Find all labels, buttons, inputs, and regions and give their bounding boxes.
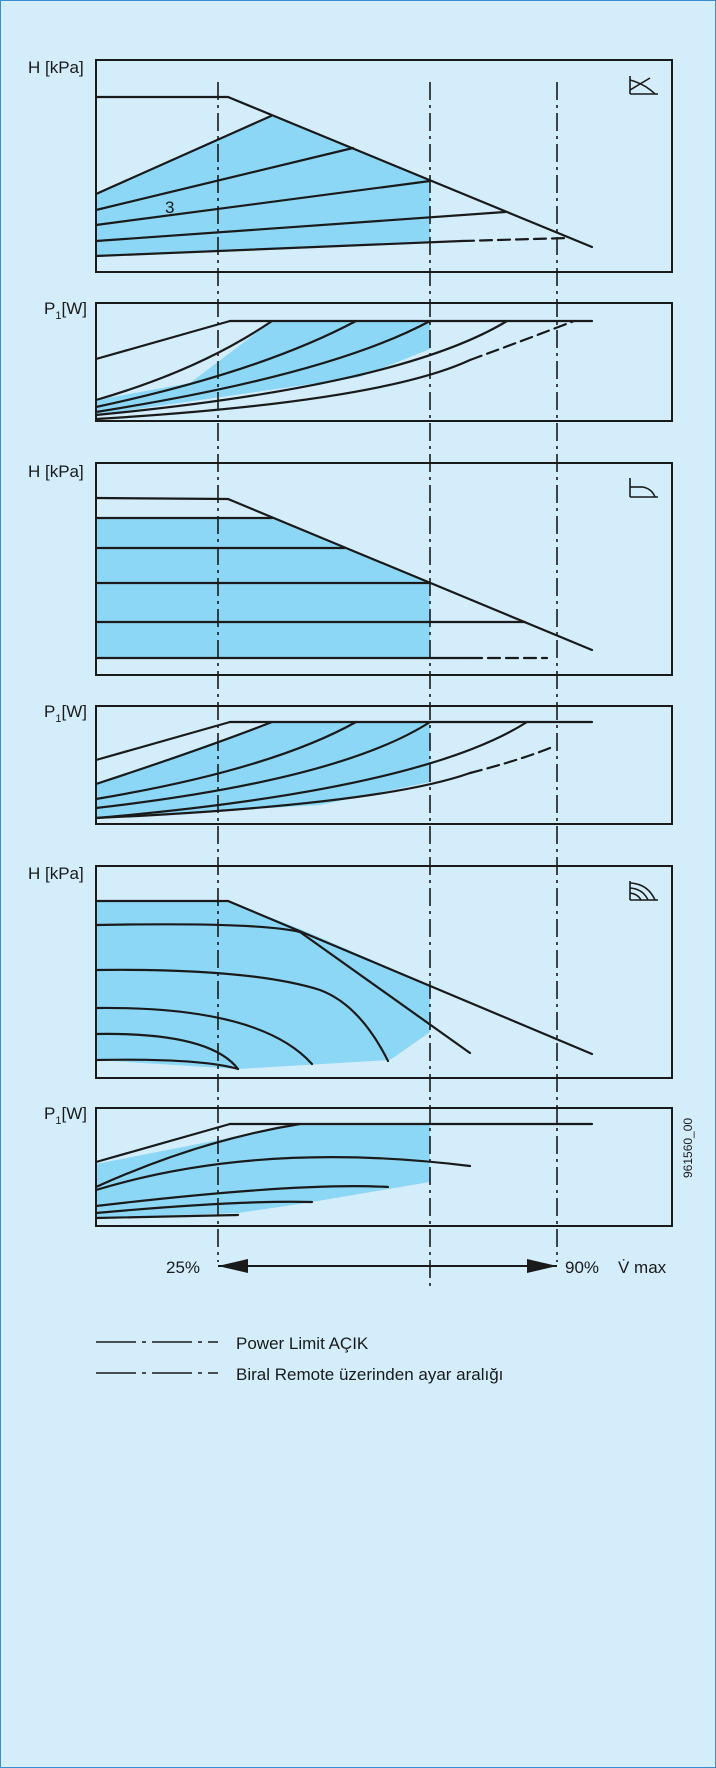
curve [94, 319, 509, 417]
curve [94, 1156, 472, 1192]
curve [94, 210, 507, 243]
legend: Power Limit AÇIK Biral Remote üzerinden … [96, 1334, 503, 1384]
range-start-label: 25% [166, 1258, 200, 1277]
curve [94, 358, 472, 421]
curve [94, 923, 472, 1055]
power-panel-3: P1[W] [44, 1104, 673, 1227]
curve-marker: 3 [165, 198, 174, 217]
curve [94, 114, 273, 196]
curve [94, 720, 529, 820]
curve [94, 319, 274, 402]
range-end-label: 90% [565, 1258, 599, 1277]
curve [94, 1200, 314, 1215]
figure-code: 961560_00 [681, 1118, 695, 1178]
flow-axis-label: V̇ max [618, 1258, 667, 1277]
curve [94, 968, 390, 1063]
y-axis-label: H [kPa] [28, 58, 84, 77]
constant-curve-icon [629, 881, 658, 901]
head-panel-3: H [kPa] [28, 864, 673, 1079]
power-limit-dashed [460, 236, 571, 243]
curve [94, 1185, 390, 1208]
curve [94, 1122, 302, 1189]
curve [94, 720, 274, 786]
curve [94, 179, 432, 227]
panel-frame [95, 1107, 673, 1227]
max-curve [94, 496, 594, 652]
head-panel-2: H [kPa] [28, 462, 673, 676]
legend-label: Biral Remote üzerinden ayar aralığı [236, 1365, 503, 1384]
y-axis-label-main: P1[W] [44, 702, 87, 725]
curve [94, 319, 432, 414]
curve [94, 239, 464, 258]
range-arrow: 25% 90% V̇ max [166, 1258, 667, 1277]
curve [94, 771, 472, 820]
setting-range-fill [96, 321, 430, 415]
max-curve [94, 899, 594, 1056]
constant-pressure-icon [629, 478, 658, 498]
y-axis-label: H [kPa] [28, 864, 84, 883]
panel-frame [95, 302, 673, 422]
setting-range-fill [96, 116, 430, 256]
setting-range-fill [96, 722, 430, 818]
arrow-head-left [218, 1259, 248, 1273]
panel-frame [95, 865, 673, 1079]
legend-label: Power Limit AÇIK [236, 1334, 369, 1353]
legend-item-power-limit: Power Limit AÇIK [96, 1334, 369, 1353]
curve [94, 319, 232, 361]
curve [94, 1122, 232, 1164]
y-axis-label: H [kPa] [28, 462, 84, 481]
power-limit-dashed [468, 319, 576, 362]
curve [94, 720, 432, 810]
vertical-guides [217, 82, 558, 1289]
y-axis-label-main: P1[W] [44, 1104, 87, 1127]
power-panel-2: P1[W] [44, 702, 673, 825]
y-axis-label-main: P1[W] [44, 299, 87, 322]
curve [94, 1058, 240, 1071]
setting-range-fill [96, 1124, 430, 1218]
curve [94, 1006, 314, 1066]
setting-range-fill [96, 901, 430, 1069]
proportional-pressure-icon [629, 76, 658, 95]
curve [94, 1213, 240, 1220]
panel-frame [95, 705, 673, 825]
curve [94, 146, 355, 212]
curve [94, 319, 358, 409]
curve [94, 720, 232, 762]
setting-range-fill [96, 518, 430, 658]
max-curve [94, 95, 594, 249]
curve [94, 720, 358, 801]
arrow-head-right [527, 1259, 557, 1273]
power-limit-dashed [468, 746, 552, 775]
legend-item-remote-range: Biral Remote üzerinden ayar aralığı [96, 1365, 503, 1384]
panel-frame [95, 59, 673, 273]
curve [94, 1032, 240, 1071]
panel-frame [95, 462, 673, 676]
power-panel-1: P1[W] [44, 299, 673, 422]
head-panel-1: 3 H [kPa] [28, 58, 673, 273]
